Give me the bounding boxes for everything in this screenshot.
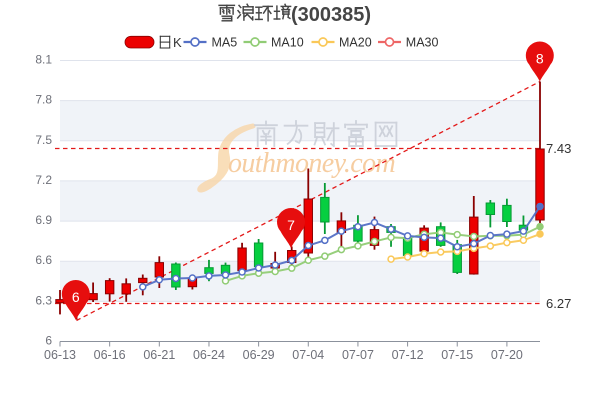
svg-text:8: 8 <box>536 51 544 67</box>
svg-text:7.5: 7.5 <box>35 133 52 147</box>
svg-text:7: 7 <box>287 217 295 233</box>
svg-text:07-15: 07-15 <box>441 348 473 362</box>
svg-text:06-13: 06-13 <box>44 348 76 362</box>
svg-text:MA30: MA30 <box>406 36 439 50</box>
svg-text:6.27: 6.27 <box>546 296 571 311</box>
svg-text:8.1: 8.1 <box>35 53 52 67</box>
svg-text:07-12: 07-12 <box>392 348 424 362</box>
svg-text:outhmoney.com: outhmoney.com <box>228 148 396 179</box>
svg-text:6: 6 <box>45 334 52 348</box>
svg-text:06-16: 06-16 <box>94 348 126 362</box>
svg-text:06-21: 06-21 <box>143 348 175 362</box>
svg-text:K: K <box>173 35 182 50</box>
svg-text:6.9: 6.9 <box>35 213 52 227</box>
svg-text:07-20: 07-20 <box>491 348 523 362</box>
svg-text:(300385): (300385) <box>291 4 371 26</box>
svg-text:MA20: MA20 <box>339 36 372 50</box>
svg-text:MA10: MA10 <box>271 36 304 50</box>
svg-text:6.3: 6.3 <box>35 293 52 307</box>
svg-text:7.2: 7.2 <box>35 173 52 187</box>
svg-text:MA5: MA5 <box>212 36 238 50</box>
svg-text:7.43: 7.43 <box>546 141 571 156</box>
svg-text:6.6: 6.6 <box>35 253 52 267</box>
svg-text:6: 6 <box>72 289 80 305</box>
svg-text:06-29: 06-29 <box>243 348 275 362</box>
svg-text:7.8: 7.8 <box>35 93 52 107</box>
svg-text:07-04: 07-04 <box>292 348 324 362</box>
svg-text:07-07: 07-07 <box>342 348 374 362</box>
svg-text:06-24: 06-24 <box>193 348 225 362</box>
